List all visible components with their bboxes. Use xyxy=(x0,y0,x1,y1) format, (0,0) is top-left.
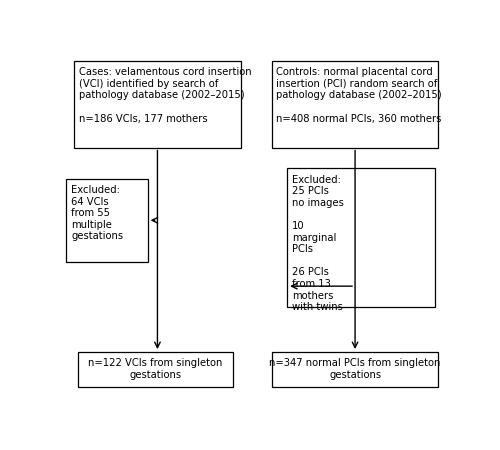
FancyBboxPatch shape xyxy=(66,179,148,262)
FancyBboxPatch shape xyxy=(272,61,438,148)
FancyBboxPatch shape xyxy=(287,168,434,307)
Text: n=347 normal PCIs from singleton
gestations: n=347 normal PCIs from singleton gestati… xyxy=(270,358,441,380)
Text: Cases: velamentous cord insertion
(VCI) identified by search of
pathology databa: Cases: velamentous cord insertion (VCI) … xyxy=(79,67,252,124)
Text: Excluded:
64 VCIs
from 55
multiple
gestations: Excluded: 64 VCIs from 55 multiple gesta… xyxy=(71,185,123,241)
FancyBboxPatch shape xyxy=(74,61,241,148)
FancyBboxPatch shape xyxy=(272,352,438,387)
Text: Excluded:
25 PCIs
no images

10
marginal
PCIs

26 PCIs
from 13
mothers
with twin: Excluded: 25 PCIs no images 10 marginal … xyxy=(292,175,344,312)
Text: Controls: normal placental cord
insertion (PCI) random search of
pathology datab: Controls: normal placental cord insertio… xyxy=(276,67,442,124)
FancyBboxPatch shape xyxy=(78,352,233,387)
Text: n=122 VCIs from singleton
gestations: n=122 VCIs from singleton gestations xyxy=(88,358,222,380)
